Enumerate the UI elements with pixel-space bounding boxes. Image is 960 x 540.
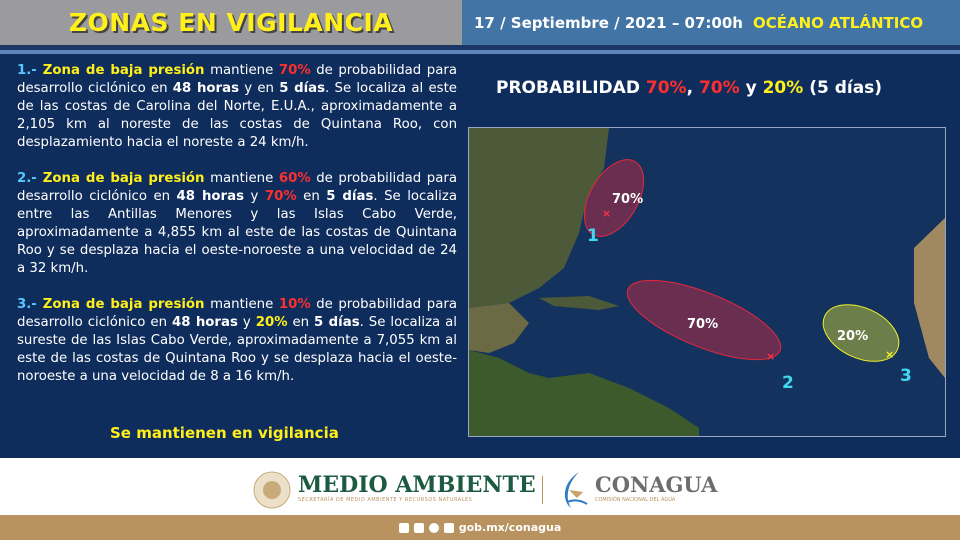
twitter-icon[interactable] [413,522,424,533]
medio-ambiente-subtitle: SECRETARÍA DE MEDIO AMBIENTE Y RECURSOS … [298,497,473,503]
bulletin-date: 17 / Septiembre / 2021 – 07:00h [474,13,743,32]
zone-3-description: 3.- Zona de baja presión mantiene 10% de… [17,296,457,386]
probability-label: PROBABILIDAD [496,78,640,98]
text-segment: . Se localiza entre las Antillas Menores… [17,189,458,276]
text-segment: y en [239,81,280,96]
text-segment: 3.- [17,297,43,312]
ocean-label: OCÉANO ATLÁNTICO [752,13,924,32]
caribbean-islands [539,296,619,310]
divider [0,45,960,50]
prob-suffix: (5 días) [803,78,883,98]
text-segment: 48 horas [172,81,239,96]
text-segment: 70% [278,63,311,78]
text-segment: mantiene [204,171,279,186]
text-segment: 1.- [17,63,43,78]
zone-1-description: 1.- Zona de baja presión mantiene 70% de… [17,62,457,152]
vigilance-note: Se mantienen en vigilancia [110,424,339,442]
text-segment: mantiene [204,297,279,312]
text-segment: en [296,189,327,204]
north-america-land [469,128,609,308]
text-segment: de probabilidad para desarrollo ciclónic… [17,297,457,330]
medio-ambiente-logo: MEDIO AMBIENTE [298,472,536,498]
mexico-land [469,303,529,353]
zone-1-pct: 70% [612,192,643,207]
zone-2-marker: × [766,350,775,363]
text-segment: 10% [278,297,311,312]
text-segment: . Se localiza al sureste de las Islas Ca… [17,315,457,384]
probability-heading: PROBABILIDAD 70%, 70% y 20% (5 días) [496,78,882,98]
page-title: ZONAS EN VIGILANCIA [68,8,394,37]
zone-3-pct: 20% [837,329,868,344]
text-segment: 20% [255,315,288,330]
text-segment: . Se localiza al este de las costas de C… [17,81,457,150]
text-segment: 70% [264,189,297,204]
conagua-logo: CONAGUA [595,472,718,497]
zone-2-area [626,279,782,361]
facebook-icon[interactable] [398,522,409,533]
sep: , [686,78,699,98]
text-segment: 5 días [314,315,360,330]
text-segment: y [237,315,256,330]
sep: y [739,78,763,98]
zone-2-number: 2 [782,373,794,393]
logo-divider [542,476,543,504]
zone-3-area [822,304,900,362]
text-segment: Zona de baja presión [42,297,205,312]
website-link[interactable]: gob.mx/conagua [458,521,562,534]
text-segment: 5 días [279,81,326,96]
prob-zone-1: 70% [645,78,687,98]
prob-zone-2: 70% [698,78,740,98]
prob-zone-3: 20% [762,78,804,98]
zone-3-marker: × [885,348,894,361]
conagua-subtitle: COMISIÓN NACIONAL DEL AGUA [595,497,676,503]
text-segment: de probabilidad para desarrollo ciclónic… [17,171,457,204]
divider [0,50,960,54]
text-segment: 60% [278,171,311,186]
mexico-seal-icon [253,471,291,509]
zone-descriptions: 1.- Zona de baja presión mantiene 70% de… [17,62,457,404]
date-banner: 17 / Septiembre / 2021 – 07:00h OCÉANO A… [462,0,960,45]
zone-1-number: 1 [587,226,599,246]
text-segment: 48 horas [176,189,244,204]
satellite-map: 70% × 1 70% × 2 20% × 3 [468,127,946,437]
zone-3-number: 3 [900,366,912,386]
text-segment: 2.- [17,171,43,186]
text-segment: 5 días [326,189,374,204]
text-segment: y [244,189,265,204]
title-banner: ZONAS EN VIGILANCIA [0,0,462,45]
text-segment: en [287,315,315,330]
social-bar: gob.mx/conagua [0,515,960,540]
zone-2-description: 2.- Zona de baja presión mantiene 60% de… [17,170,457,278]
footer [0,458,960,515]
africa-land [914,218,945,378]
text-segment: Zona de baja presión [42,63,205,78]
text-segment: 48 horas [171,315,238,330]
south-america-land [469,350,699,436]
zone-1-marker: × [602,207,611,220]
conagua-logo-icon [564,472,588,508]
zone-2-pct: 70% [687,317,718,332]
zone-1-area [583,159,645,237]
youtube-icon[interactable] [443,522,454,533]
instagram-icon[interactable] [428,522,439,533]
text-segment: Zona de baja presión [42,171,205,186]
text-segment: de probabilidad para desarrollo ciclónic… [17,63,457,96]
text-segment: mantiene [204,63,279,78]
